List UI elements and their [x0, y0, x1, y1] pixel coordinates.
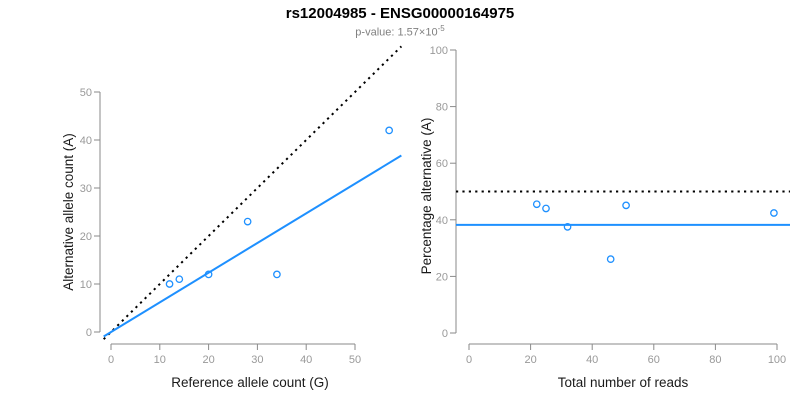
- x-tick-label: 50: [349, 354, 361, 366]
- data-point: [606, 255, 615, 263]
- data-point: [563, 223, 572, 231]
- data-point: [243, 217, 252, 226]
- y-tick-label: 100: [430, 45, 448, 57]
- x-tick-label: 40: [300, 354, 312, 366]
- x-tick-label: 20: [524, 354, 536, 366]
- data-point: [385, 126, 394, 135]
- y-tick-label: 20: [436, 271, 448, 283]
- data-point: [622, 201, 630, 210]
- x-tick-label: 10: [154, 354, 166, 366]
- y-tick-label: 0: [442, 328, 448, 340]
- x-tick-label: 40: [586, 354, 598, 366]
- x-axis-title: Total number of reads: [558, 375, 689, 390]
- y-tick-label: 50: [80, 87, 92, 99]
- x-tick-label: 30: [251, 354, 263, 366]
- y-tick-label: 30: [80, 183, 92, 195]
- y-tick-label: 20: [80, 231, 92, 243]
- p-value-text: p-value: 1.57×10: [355, 26, 438, 39]
- figure-title: rs12004985 - ENSG00000164975: [285, 5, 515, 22]
- y-tick-label: 40: [436, 215, 448, 227]
- y-tick-label: 80: [436, 102, 448, 114]
- x-tick-label: 100: [768, 354, 786, 366]
- y-tick-label: 10: [80, 279, 92, 291]
- x-tick-label: 60: [648, 354, 660, 366]
- x-tick-label: 0: [466, 354, 472, 366]
- y-axis-title: Alternative allele count (A): [61, 133, 76, 291]
- identity-dotted-line: [102, 45, 403, 340]
- x-axis-title: Reference allele count (G): [171, 375, 329, 390]
- data-point: [532, 200, 541, 209]
- data-point: [175, 275, 184, 284]
- y-tick-label: 60: [436, 158, 448, 170]
- right-scatter-plot: 0 20 40 60 80 100 0 20 40 60 80 100 Total number of …: [419, 45, 790, 390]
- data-point: [770, 209, 778, 217]
- x-tick-label: 80: [709, 354, 721, 366]
- x-tick-label: 20: [202, 354, 214, 366]
- y-tick-label: 40: [80, 135, 92, 147]
- y-axis-title: Percentage alternative (A): [419, 118, 434, 275]
- left-scatter-plot: 0 10 20 30 40 50 0 10 20 30 40 50 Reference allele c…: [61, 45, 403, 390]
- p-value-exponent: -5: [437, 24, 445, 33]
- y-tick-label: 0: [86, 327, 92, 339]
- data-point: [165, 280, 174, 288]
- x-tick-label: 0: [108, 354, 114, 366]
- data-point: [542, 204, 550, 213]
- fitted-ratio-line: [103, 154, 402, 338]
- data-point: [204, 270, 213, 279]
- data-point: [273, 270, 281, 279]
- figure-subtitle: p-value: 1.57×10-5: [0, 24, 800, 39]
